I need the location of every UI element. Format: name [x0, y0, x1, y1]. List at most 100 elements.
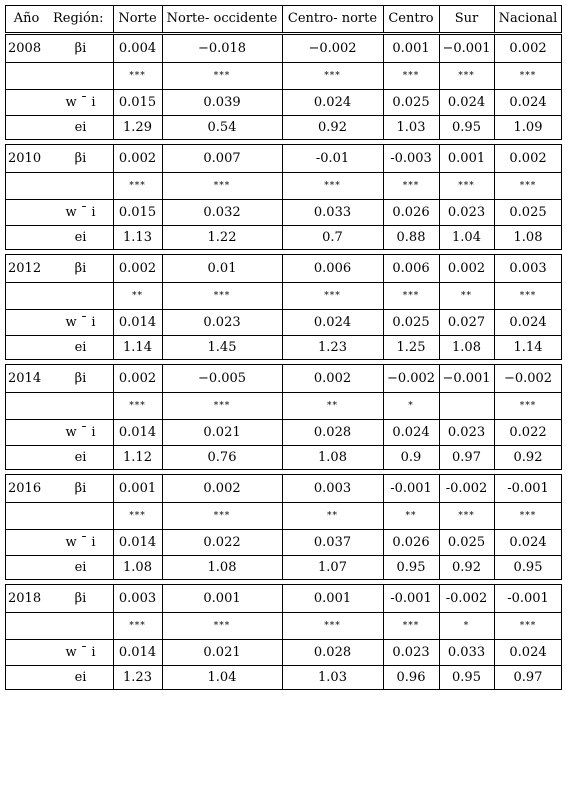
- value-cell: 0.001: [447, 151, 486, 166]
- value-cell: 0.014: [118, 314, 157, 330]
- header-row: Año Región: Norte Norte- occidente Centro- n…: [5, 5, 562, 32]
- column-divider: [5, 35, 6, 139]
- value-cell: 0.001: [392, 41, 430, 56]
- significance-stars: ***: [129, 510, 146, 521]
- significance-stars: ***: [458, 180, 475, 191]
- table-row: w ¯ i 0.014 0.021 0.028 0.024 0.023 0.022: [5, 419, 562, 445]
- value-cell: 1.04: [452, 229, 481, 245]
- table-row: ****************: [5, 502, 562, 529]
- row-divider: [5, 359, 562, 360]
- row-divider: [5, 579, 562, 580]
- column-divider: [282, 35, 283, 139]
- significance-stars: ***: [458, 510, 475, 521]
- column-divider: [494, 255, 495, 359]
- value-cell: −0.001: [442, 371, 491, 386]
- row-divider: [5, 639, 562, 640]
- value-cell: 0.002: [118, 371, 157, 386]
- column-divider: [494, 365, 495, 469]
- column-divider: [494, 35, 495, 139]
- value-cell: 0.006: [313, 261, 352, 276]
- significance-stars: ***: [324, 70, 341, 81]
- value-cell: -0.001: [390, 481, 432, 496]
- row-label: βi: [74, 261, 87, 276]
- table-row: ei 1.29 0.54 0.92 1.03 0.95 1.09: [5, 115, 562, 139]
- value-cell: 1.14: [123, 339, 152, 355]
- value-cell: -0.01: [315, 151, 350, 166]
- value-cell: 0.025: [392, 314, 430, 330]
- column-divider: [383, 255, 384, 359]
- row-label: [48, 62, 113, 89]
- column-divider: [162, 475, 163, 579]
- value-cell: 0.88: [396, 229, 426, 245]
- header-col: Centro: [388, 11, 434, 26]
- column-divider: [113, 475, 114, 579]
- value-cell: 0.95: [396, 559, 426, 575]
- row-label: ei: [74, 339, 87, 355]
- column-divider: [494, 5, 495, 32]
- value-cell: 0.97: [452, 449, 481, 465]
- table-row: 2016 βi 0.001 0.002 0.003 -0.001 -0.002 -0.001: [5, 475, 562, 502]
- value-cell: 0.024: [313, 94, 352, 110]
- column-divider: [282, 5, 283, 32]
- value-cell: 1.23: [123, 669, 152, 685]
- column-divider: [162, 365, 163, 469]
- results-table: Año Región: Norte Norte- occidente Centro- n…: [5, 5, 562, 695]
- value-cell: 0.014: [118, 534, 157, 550]
- table-row: ei 1.08 1.08 1.07 0.95 0.92 0.95: [5, 555, 562, 579]
- column-divider: [439, 5, 440, 32]
- header-col: Norte- occidente: [166, 11, 278, 26]
- row-label: [48, 172, 113, 199]
- value-cell: 0.024: [509, 94, 547, 110]
- table-row: ei 1.14 1.45 1.23 1.25 1.08 1.14: [5, 335, 562, 359]
- row-label: w ¯ i: [65, 314, 96, 330]
- value-cell: 0.025: [447, 534, 486, 550]
- column-divider: [5, 475, 6, 579]
- row-label: w ¯ i: [65, 204, 96, 220]
- table-row: ei 1.12 0.76 1.08 0.9 0.97 0.92: [5, 445, 562, 469]
- value-cell: 0.028: [313, 424, 352, 440]
- value-cell: -0.001: [390, 591, 432, 606]
- value-cell: 0.032: [203, 204, 241, 220]
- row-label: ei: [74, 119, 87, 135]
- value-cell: 0.028: [313, 644, 352, 660]
- table-row: ****************: [5, 282, 562, 309]
- row-label: [48, 502, 113, 529]
- row-divider: [5, 62, 562, 63]
- significance-stars: ***: [129, 180, 146, 191]
- value-cell: 0.95: [452, 119, 481, 135]
- column-divider: [383, 585, 384, 689]
- row-divider: [5, 689, 562, 690]
- row-label: βi: [74, 41, 87, 56]
- year-cell: 2010: [8, 151, 42, 166]
- value-cell: 0.92: [513, 449, 543, 465]
- column-divider: [162, 145, 163, 249]
- value-cell: 0.002: [509, 41, 547, 56]
- value-cell: 0.024: [447, 94, 486, 110]
- column-divider: [383, 365, 384, 469]
- value-cell: 1.29: [123, 119, 152, 135]
- value-cell: 0.003: [509, 261, 547, 276]
- value-cell: -0.002: [445, 591, 488, 606]
- value-cell: 0.007: [203, 151, 241, 166]
- value-cell: −0.001: [442, 41, 491, 56]
- value-cell: 0.033: [447, 644, 486, 660]
- value-cell: 0.95: [513, 559, 543, 575]
- significance-stars: **: [461, 290, 472, 301]
- value-cell: −0.002: [386, 371, 436, 386]
- column-divider: [113, 5, 114, 32]
- table-row: 2018 βi 0.003 0.001 0.001 -0.001 -0.002 -0.001: [5, 585, 562, 612]
- header-col: Nacional: [498, 11, 558, 26]
- column-divider: [113, 585, 114, 689]
- value-cell: 0.002: [203, 481, 241, 496]
- header-region: Región:: [53, 11, 104, 26]
- value-cell: 0.95: [452, 669, 481, 685]
- table-row: *** *** *** *** *** ***: [5, 62, 562, 89]
- column-divider: [439, 585, 440, 689]
- value-cell: 0.023: [447, 204, 486, 220]
- significance-stars: ***: [213, 620, 231, 631]
- significance-stars: ***: [519, 70, 537, 81]
- significance-stars: ***: [213, 180, 231, 191]
- column-divider: [113, 35, 114, 139]
- value-cell: 1.25: [396, 339, 426, 355]
- column-divider: [282, 145, 283, 249]
